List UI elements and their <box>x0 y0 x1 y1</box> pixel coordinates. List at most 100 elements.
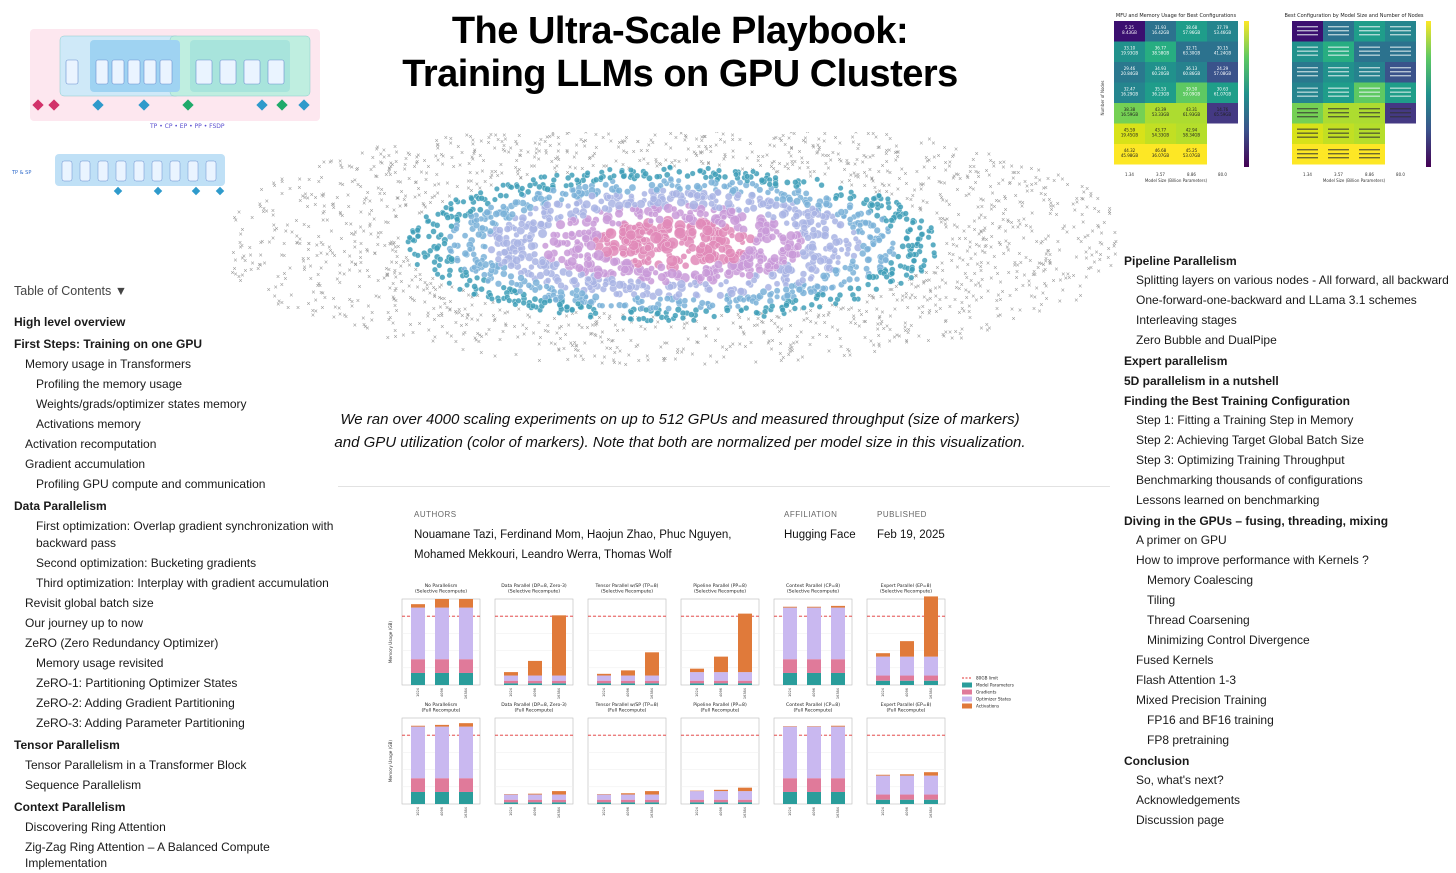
toc-left-item-17[interactable]: ZeRO-1: Partitioning Optimizer States <box>14 673 334 693</box>
toc-left-item-22[interactable]: Sequence Parallelism <box>14 775 334 795</box>
scatter-point <box>507 262 514 269</box>
bar-segment <box>807 659 821 673</box>
scatter-x-marker: × <box>944 295 948 302</box>
bar-legend-swatch <box>962 683 972 688</box>
scatter-point <box>631 225 637 231</box>
scatter-point <box>767 181 773 187</box>
toc-right-item-24[interactable]: FP8 pretraining <box>1124 730 1456 750</box>
toc-right-item-4[interactable]: Zero Bubble and DualPipe <box>1124 330 1456 350</box>
toc-right-item-21[interactable]: Flash Attention 1-3 <box>1124 670 1456 690</box>
scatter-point <box>447 280 452 285</box>
toc-right-item-25[interactable]: Conclusion <box>1124 752 1456 770</box>
scatter-point <box>565 203 571 209</box>
toc-right-item-26[interactable]: So, what's next? <box>1124 770 1456 790</box>
toc-right-item-12[interactable]: Lessons learned on benchmarking <box>1124 490 1456 510</box>
toc-left-item-3[interactable]: Profiling the memory usage <box>14 374 334 394</box>
toc-left-item-9[interactable]: Data Parallelism <box>14 496 334 516</box>
scatter-point <box>576 189 582 195</box>
toc-right-item-23[interactable]: FP16 and BF16 training <box>1124 710 1456 730</box>
toc-toggle-button[interactable]: Table of Contents ▼ <box>14 284 334 298</box>
toc-left-item-7[interactable]: Gradient accumulation <box>14 454 334 474</box>
scatter-x-marker: × <box>800 355 804 362</box>
toc-right-item-3[interactable]: Interleaving stages <box>1124 310 1456 330</box>
scatter-x-marker: × <box>814 321 818 328</box>
scatter-x-marker: × <box>347 204 351 211</box>
toc-right-item-2[interactable]: One-forward-one-backward and LLama 3.1 s… <box>1124 290 1456 310</box>
scatter-x-marker: × <box>500 170 504 177</box>
scatter-point <box>750 204 757 211</box>
toc-right-item-14[interactable]: A primer on GPU <box>1124 530 1456 550</box>
scatter-x-marker: × <box>403 166 407 173</box>
toc-right-item-13[interactable]: Diving in the GPUs – fusing, threading, … <box>1124 512 1456 530</box>
scatter-x-marker: × <box>393 334 397 341</box>
bar-segment <box>831 792 845 804</box>
scatter-x-marker: × <box>736 312 740 319</box>
toc-right-item-8[interactable]: Step 1: Fitting a Training Step in Memor… <box>1124 410 1456 430</box>
heatmap-right-xlabel: Model Size (Billion Parameters) <box>1323 178 1386 183</box>
toc-right-item-1[interactable]: Splitting layers on various nodes - All … <box>1124 270 1456 290</box>
toc-left-item-11[interactable]: Second optimization: Bucketing gradients <box>14 553 334 573</box>
toc-right-item-5[interactable]: Expert parallelism <box>1124 352 1456 370</box>
scatter-x-marker: × <box>991 191 995 198</box>
toc-left-item-18[interactable]: ZeRO-2: Adding Gradient Partitioning <box>14 693 334 713</box>
toc-right-item-27[interactable]: Acknowledgements <box>1124 790 1456 810</box>
toc-right-item-7[interactable]: Finding the Best Training Configuration <box>1124 392 1456 410</box>
toc-left-item-16[interactable]: Memory usage revisited <box>14 653 334 673</box>
toc-left-item-19[interactable]: ZeRO-3: Adding Parameter Partitioning <box>14 713 334 733</box>
scatter-point <box>843 238 849 244</box>
toc-left-item-24[interactable]: Discovering Ring Attention <box>14 817 334 837</box>
toc-left-item-14[interactable]: Our journey up to now <box>14 613 334 633</box>
bar-xtick: 1024 <box>416 806 420 816</box>
scatter-x-marker: × <box>1075 200 1079 207</box>
scatter-x-marker: × <box>772 144 776 151</box>
scatter-x-marker: × <box>419 169 423 176</box>
scatter-point <box>897 214 903 220</box>
toc-right-item-0[interactable]: Pipeline Parallelism <box>1124 252 1456 270</box>
toc-left-item-12[interactable]: Third optimization: Interplay with gradi… <box>14 573 334 593</box>
bar-segment <box>876 800 890 804</box>
toc-left-item-1[interactable]: First Steps: Training on one GPU <box>14 334 334 354</box>
affiliation-value[interactable]: Hugging Face <box>784 525 874 545</box>
toc-left-item-25[interactable]: Zig-Zag Ring Attention – A Balanced Comp… <box>14 837 334 873</box>
toc-right-item-16[interactable]: Memory Coalescing <box>1124 570 1456 590</box>
scatter-point <box>773 175 779 181</box>
toc-left-item-6[interactable]: Activation recomputation <box>14 434 334 454</box>
toc-right-item-11[interactable]: Benchmarking thousands of configurations <box>1124 470 1456 490</box>
scatter-point <box>671 206 677 212</box>
toc-right-item-15[interactable]: How to improve performance with Kernels … <box>1124 550 1456 570</box>
toc-right-item-17[interactable]: Tiling <box>1124 590 1456 610</box>
toc-left-item-20[interactable]: Tensor Parallelism <box>14 735 334 755</box>
toc-right-item-28[interactable]: Discussion page <box>1124 810 1456 830</box>
toc-left-item-8[interactable]: Profiling GPU compute and communication <box>14 474 334 494</box>
scatter-x-marker: × <box>302 222 306 229</box>
toc-right-item-18[interactable]: Thread Coarsening <box>1124 610 1456 630</box>
toc-right-item-22[interactable]: Mixed Precision Training <box>1124 690 1456 710</box>
scatter-point <box>677 198 686 207</box>
toc-right-item-6[interactable]: 5D parallelism in a nutshell <box>1124 372 1456 390</box>
scatter-x-marker: × <box>285 223 289 230</box>
scatter-point <box>415 262 420 267</box>
bar-segment <box>621 795 635 800</box>
toc-left-item-2[interactable]: Memory usage in Transformers <box>14 354 334 374</box>
toc-left-item-0[interactable]: High level overview <box>14 312 334 332</box>
toc-left-item-5[interactable]: Activations memory <box>14 414 334 434</box>
toc-left-item-10[interactable]: First optimization: Overlap gradient syn… <box>14 516 334 553</box>
toc-right-item-9[interactable]: Step 2: Achieving Target Global Batch Si… <box>1124 430 1456 450</box>
bar-segment <box>714 681 728 684</box>
toc-left-item-21[interactable]: Tensor Parallelism in a Transformer Bloc… <box>14 755 334 775</box>
scatter-x-marker: × <box>830 325 834 332</box>
toc-left-item-4[interactable]: Weights/grads/optimizer states memory <box>14 394 334 414</box>
scatter-x-marker: × <box>1001 211 1005 218</box>
toc-left-item-13[interactable]: Revisit global batch size <box>14 593 334 613</box>
toc-right-item-10[interactable]: Step 3: Optimizing Training Throughput <box>1124 450 1456 470</box>
toc-right-item-19[interactable]: Minimizing Control Divergence <box>1124 630 1456 650</box>
scatter-x-marker: × <box>979 295 983 302</box>
scatter-x-marker: × <box>963 236 967 243</box>
toc-left-item-15[interactable]: ZeRO (Zero Redundancy Optimizer) <box>14 633 334 653</box>
affiliation-block: AFFILIATION Hugging Face <box>784 510 874 545</box>
scatter-x-marker: × <box>1049 204 1053 211</box>
toc-left-item-23[interactable]: Context Parallelism <box>14 797 334 817</box>
scatter-x-marker: × <box>1001 164 1005 171</box>
toc-right-item-20[interactable]: Fused Kernels <box>1124 650 1456 670</box>
scatter-point <box>711 314 717 320</box>
